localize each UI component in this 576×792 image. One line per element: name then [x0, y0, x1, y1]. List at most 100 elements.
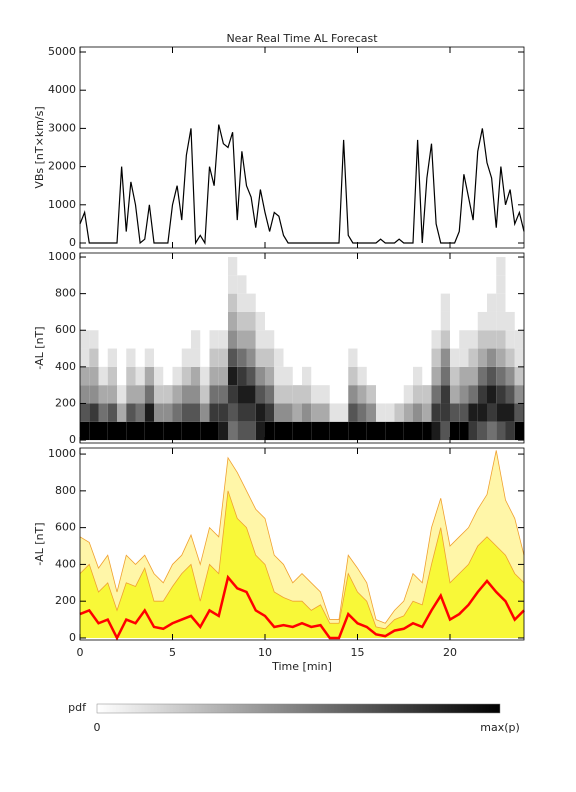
heat-cell — [209, 366, 219, 386]
heat-cell — [514, 330, 524, 349]
heat-cell — [191, 348, 201, 367]
heat-cell — [135, 366, 145, 386]
heat-cell — [181, 366, 191, 386]
chart-title: Near Real Time AL Forecast — [226, 32, 378, 45]
heat-cell — [394, 403, 404, 422]
x-axis-label: Time [min] — [271, 660, 332, 673]
heat-cell — [505, 385, 515, 404]
heat-cell — [237, 293, 247, 312]
heat-cell — [320, 385, 330, 404]
heat-cell — [292, 385, 302, 404]
heat-cell — [440, 421, 450, 441]
heat-cell — [459, 366, 469, 386]
heat-cell — [135, 403, 145, 422]
y-tick-label: 0 — [69, 433, 76, 446]
heat-cell — [191, 385, 201, 404]
band-edge — [79, 490, 525, 630]
heat-cell — [440, 403, 450, 422]
heat-cell — [431, 330, 441, 349]
data-line — [79, 124, 525, 246]
heat-cell — [487, 348, 497, 367]
heat-cell — [228, 311, 238, 331]
heat-cell — [496, 348, 506, 367]
heat-cell — [431, 385, 441, 404]
axes-frame — [79, 447, 525, 641]
colorbar — [96, 703, 501, 714]
heat-cell — [496, 366, 506, 386]
heat-cell — [209, 403, 219, 422]
heat-cell — [154, 421, 164, 441]
heat-cell — [496, 275, 506, 294]
heat-cell — [200, 366, 210, 386]
colorbar-label: pdf — [68, 701, 87, 714]
heat-cell — [246, 366, 256, 386]
heat-cell — [237, 275, 247, 294]
heat-cell — [255, 366, 265, 386]
heat-cell — [172, 366, 182, 386]
heat-cell — [403, 421, 413, 441]
heat-cell — [376, 403, 386, 422]
heat-cell — [440, 311, 450, 331]
heat-cell — [487, 366, 497, 386]
heat-cell — [468, 330, 478, 349]
x-tick-label: 20 — [443, 646, 457, 659]
heat-cell — [440, 293, 450, 312]
heat-cell — [80, 330, 90, 349]
heat-cell — [505, 330, 515, 349]
y-tick-label: 200 — [55, 594, 76, 607]
y-tick-label: 600 — [55, 323, 76, 336]
heat-cell — [514, 385, 524, 404]
heat-cell — [283, 366, 293, 386]
heat-cell — [274, 403, 284, 422]
heat-cell — [283, 385, 293, 404]
heat-cell — [237, 385, 247, 404]
heat-cell — [440, 366, 450, 386]
heat-cell — [218, 330, 228, 349]
heat-cell — [246, 311, 256, 331]
heat-cell — [385, 403, 395, 422]
heat-cell — [514, 348, 524, 367]
heat-cell — [403, 385, 413, 404]
heat-cell — [237, 330, 247, 349]
heat-cell — [311, 421, 321, 441]
heat-cell — [311, 403, 321, 422]
heat-cell — [265, 403, 275, 422]
heat-cell — [144, 385, 154, 404]
heat-cell — [89, 421, 99, 441]
heat-cell — [191, 421, 201, 441]
heat-cell — [107, 366, 117, 386]
heat-cell — [348, 348, 358, 367]
heat-cell — [366, 403, 376, 422]
heat-cell — [107, 385, 117, 404]
heat-cell — [339, 421, 349, 441]
heat-cell — [209, 421, 219, 441]
heat-cell — [228, 257, 238, 276]
heat-cell — [431, 403, 441, 422]
heat-cell — [311, 385, 321, 404]
heat-cell — [496, 257, 506, 276]
heat-cell — [459, 385, 469, 404]
heat-cell — [468, 385, 478, 404]
heat-cell — [89, 366, 99, 386]
heat-cell — [496, 421, 506, 441]
heat-cell — [468, 421, 478, 441]
heat-cell — [348, 421, 358, 441]
heat-cell — [413, 403, 423, 422]
heat-cell — [98, 421, 108, 441]
heat-cell — [450, 366, 460, 386]
heat-cell — [191, 403, 201, 422]
axes-frame — [79, 252, 525, 444]
heat-cell — [135, 385, 145, 404]
heat-cell — [228, 385, 238, 404]
heat-cell — [477, 348, 487, 367]
heat-cell — [505, 366, 515, 386]
heat-cell — [357, 403, 367, 422]
heat-cell — [255, 403, 265, 422]
heat-cell — [496, 403, 506, 422]
heat-cell — [413, 385, 423, 404]
heat-cell — [237, 348, 247, 367]
heat-cell — [477, 385, 487, 404]
heat-cell — [320, 403, 330, 422]
heat-cell — [80, 385, 90, 404]
